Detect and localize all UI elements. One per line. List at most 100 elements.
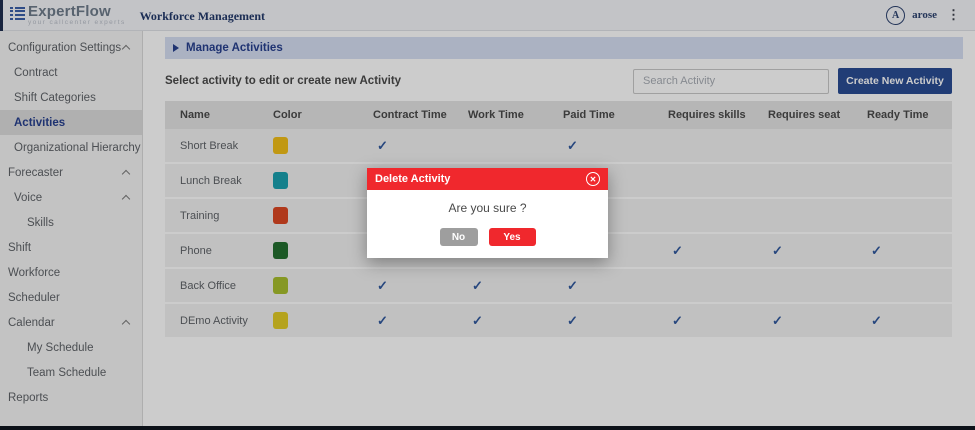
sidebar-item-label: Activities xyxy=(14,116,66,129)
sidebar-item-my-schedule[interactable]: My Schedule xyxy=(0,335,142,360)
brand-name: ExpertFlow xyxy=(28,2,111,20)
sidebar-item-shift[interactable]: Shift xyxy=(0,235,142,260)
sidebar-item-label: Workforce xyxy=(8,266,61,279)
sidebar-item-voice[interactable]: Voice xyxy=(0,185,142,210)
sidebar-item-team-schedule[interactable]: Team Schedule xyxy=(0,360,142,385)
sidebar-item-contract[interactable]: Contract xyxy=(0,60,142,85)
section-title: Manage Activities xyxy=(186,42,283,54)
modal-header: Delete Activity ✕ xyxy=(367,168,608,190)
cell-requires-seat: ✓ xyxy=(760,243,859,259)
activity-name: Short Break xyxy=(180,139,239,152)
checkmark-icon: ✓ xyxy=(377,312,388,328)
yes-button[interactable]: Yes xyxy=(488,228,536,246)
sidebar-item-shift-categories[interactable]: Shift Categories xyxy=(0,85,142,110)
delete-activity-modal: Delete Activity ✕ Are you sure ? No Yes xyxy=(367,168,608,258)
cell-ready-time: ✓ xyxy=(859,313,952,329)
cell-requires-seat: ✓ xyxy=(760,313,859,329)
checkmark-icon: ✓ xyxy=(772,242,783,258)
expertflow-logo: ExpertFlow your callcenter experts xyxy=(10,4,126,27)
column-header-ready-time: Ready Time xyxy=(867,109,929,121)
cell-work-time: ✓ xyxy=(460,313,555,329)
sidebar-item-label: Skills xyxy=(27,216,54,229)
column-header-requires-skills: Requires skills xyxy=(668,109,746,121)
column-header-work-time: Work Time xyxy=(468,109,524,121)
sidebar-item-label: Configuration Settings xyxy=(8,41,122,54)
color-swatch xyxy=(273,172,288,189)
sidebar-item-label: Team Schedule xyxy=(27,366,107,379)
sidebar-item-label: Calendar xyxy=(8,316,55,329)
sidebar-item-workforce[interactable]: Workforce xyxy=(0,260,142,285)
sidebar-item-forecaster[interactable]: Forecaster xyxy=(0,160,142,185)
close-icon[interactable]: ✕ xyxy=(586,172,600,186)
sidebar-item-label: Voice xyxy=(14,191,43,204)
activity-row-short-break[interactable]: Short Break ✓ ✓ xyxy=(165,129,952,164)
table-header-row: Name Color Contract Time Work Time Paid Time… xyxy=(165,101,952,129)
color-swatch xyxy=(273,242,288,259)
color-swatch xyxy=(273,277,288,294)
top-bar: ExpertFlow your callcenter experts Workf… xyxy=(0,0,975,31)
checkmark-icon: ✓ xyxy=(567,312,578,328)
cell-paid-time: ✓ xyxy=(555,278,660,294)
sidebar-item-skills[interactable]: Skills xyxy=(0,210,142,235)
column-header-requires-seat: Requires seat xyxy=(768,109,841,121)
checkmark-icon: ✓ xyxy=(772,312,783,328)
sidebar: Configuration Settings Contract Shift Cate… xyxy=(0,31,143,426)
toolbar: Select activity to edit or create new Ac… xyxy=(165,68,952,94)
column-header-color: Color xyxy=(273,109,302,121)
kebab-menu-icon[interactable]: ⋮ xyxy=(947,7,960,22)
no-button[interactable]: No xyxy=(439,228,478,246)
sidebar-item-reports[interactable]: Reports xyxy=(0,385,142,410)
cell-requires-skills: ✓ xyxy=(660,243,760,259)
checkmark-icon: ✓ xyxy=(871,312,882,328)
checkmark-icon: ✓ xyxy=(672,242,683,258)
cell-contract-time: ✓ xyxy=(365,138,460,154)
modal-title: Delete Activity xyxy=(375,173,451,185)
checkmark-icon: ✓ xyxy=(377,137,388,153)
page-subtitle: Select activity to edit or create new Ac… xyxy=(165,75,402,87)
triangle-right-icon xyxy=(173,44,179,52)
user-avatar[interactable]: A xyxy=(886,5,906,25)
column-header-name: Name xyxy=(180,109,210,121)
sidebar-item-label: Forecaster xyxy=(8,166,63,179)
window-left-edge xyxy=(0,0,3,31)
cell-ready-time: ✓ xyxy=(859,243,952,259)
brand-tagline: your callcenter experts xyxy=(28,18,126,26)
cell-contract-time: ✓ xyxy=(365,313,460,329)
color-swatch xyxy=(273,312,288,329)
sidebar-item-label: Organizational Hierarchy xyxy=(14,141,141,154)
cell-contract-time: ✓ xyxy=(365,278,460,294)
modal-message: Are you sure ? xyxy=(448,201,527,215)
search-activity-input[interactable] xyxy=(633,68,829,94)
sidebar-item-label: Scheduler xyxy=(8,291,60,304)
sidebar-item-organizational-hierarchy[interactable]: Organizational Hierarchy xyxy=(0,135,142,160)
column-header-contract-time: Contract Time xyxy=(373,109,447,121)
sidebar-item-configuration-settings[interactable]: Configuration Settings xyxy=(0,35,142,60)
column-header-paid-time: Paid Time xyxy=(563,109,615,121)
create-new-activity-button[interactable]: Create New Activity xyxy=(838,68,952,94)
cell-work-time: ✓ xyxy=(460,278,555,294)
activity-name: Back Office xyxy=(180,279,237,292)
activity-name: Phone xyxy=(180,244,212,257)
sidebar-item-activities[interactable]: Activities xyxy=(0,110,142,135)
section-header-bar[interactable]: Manage Activities xyxy=(165,37,963,59)
activity-name: Training xyxy=(180,209,220,222)
activity-row-demo-activity[interactable]: DEmo Activity ✓ ✓ ✓ ✓ ✓ ✓ xyxy=(165,304,952,339)
sidebar-item-label: Shift Categories xyxy=(14,91,96,104)
activity-row-back-office[interactable]: Back Office ✓ ✓ ✓ xyxy=(165,269,952,304)
sidebar-item-calendar[interactable]: Calendar xyxy=(0,310,142,335)
checkmark-icon: ✓ xyxy=(472,277,483,293)
window-bottom-edge xyxy=(0,426,975,430)
sidebar-item-label: Reports xyxy=(8,391,49,404)
expertflow-logo-icon xyxy=(10,6,25,20)
checkmark-icon: ✓ xyxy=(472,312,483,328)
app-title: Workforce Management xyxy=(139,8,266,23)
checkmark-icon: ✓ xyxy=(377,277,388,293)
cell-paid-time: ✓ xyxy=(555,313,660,329)
sidebar-item-label: Contract xyxy=(14,66,58,79)
color-swatch xyxy=(273,207,288,224)
checkmark-icon: ✓ xyxy=(567,137,578,153)
color-swatch xyxy=(273,137,288,154)
sidebar-item-scheduler[interactable]: Scheduler xyxy=(0,285,142,310)
checkmark-icon: ✓ xyxy=(871,242,882,258)
activity-name: Lunch Break xyxy=(180,174,242,187)
